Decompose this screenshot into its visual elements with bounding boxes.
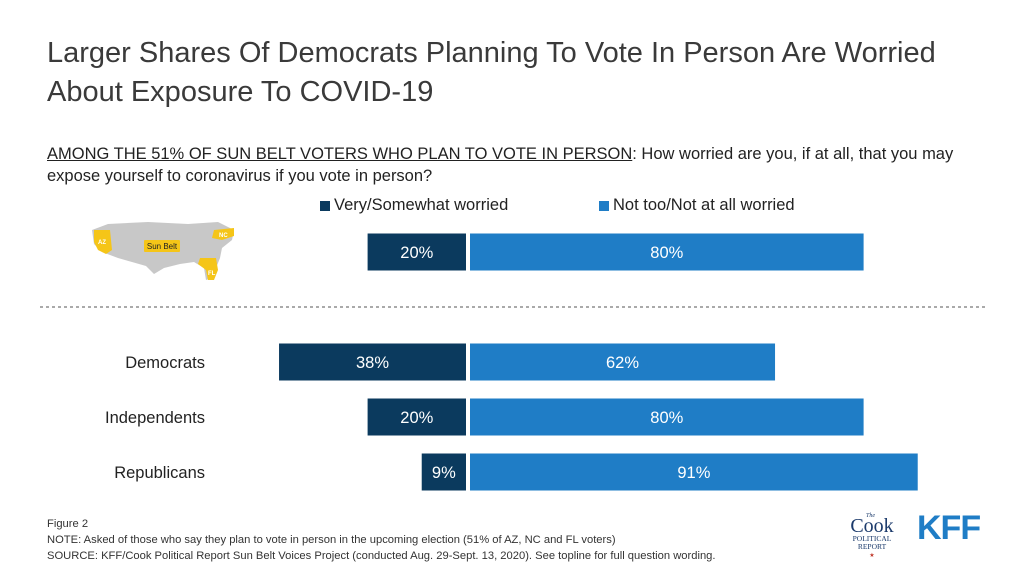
data-label-worried-2: 38% — [356, 354, 389, 372]
category-label-democrats: Democrats — [125, 354, 205, 372]
category-label-republicans: Republicans — [114, 464, 205, 482]
cook-logo-line1: POLITICAL — [853, 534, 892, 543]
chart-title: Larger Shares Of Democrats Planning To V… — [47, 37, 936, 108]
data-label-not-worried-1: 80% — [650, 244, 683, 262]
bar-worried-3 — [367, 398, 466, 436]
data-label-not-worried-4: 91% — [677, 464, 710, 482]
bar-not-worried-2 — [470, 343, 776, 381]
sun-belt-map: AZ NC FL Sun Belt — [92, 222, 234, 280]
data-label-worried-3: 20% — [400, 409, 433, 427]
map-label-box — [144, 240, 180, 252]
state-label-fl: FL — [208, 271, 216, 277]
category-label-independents: Independents — [105, 409, 205, 427]
kff-logo: KFF — [917, 509, 981, 547]
data-label-not-worried-2: 62% — [606, 354, 639, 372]
cook-logo-name: Cook — [850, 515, 893, 537]
legend-swatch-not-worried — [599, 200, 609, 211]
footer-source: SOURCE: KFF/Cook Political Report Sun Be… — [47, 550, 716, 562]
data-label-worried-4: 9% — [432, 464, 456, 482]
bar-not-worried-1 — [470, 233, 864, 271]
subtitle-lead: AMONG THE 51% OF SUN BELT VOTERS WHO PLA… — [47, 145, 633, 163]
state-fl — [198, 258, 218, 280]
legend-label-not-worried: Not too/Not at all worried — [613, 196, 795, 214]
legend-label-worried: Very/Somewhat worried — [334, 196, 509, 214]
bar-not-worried-4 — [470, 453, 918, 491]
chart-subtitle: AMONG THE 51% OF SUN BELT VOTERS WHO PLA… — [47, 143, 987, 187]
figure-number: Figure 2 — [47, 518, 89, 530]
cook-logo-line2: REPORT — [858, 542, 887, 551]
state-label-nc: NC — [219, 233, 228, 239]
footer-note: NOTE: Asked of those who say they plan t… — [47, 534, 616, 546]
data-label-worried-1: 20% — [400, 244, 433, 262]
legend-swatch-worried — [320, 200, 330, 211]
state-nc — [212, 228, 234, 240]
state-az — [94, 230, 112, 254]
bar-worried-4 — [421, 453, 466, 491]
bar-not-worried-3 — [470, 398, 864, 436]
cook-logo-the: The — [866, 513, 875, 519]
legend-item-worried: Very/Somewhat worried — [320, 196, 508, 215]
bar-worried-2 — [279, 343, 466, 381]
data-label-not-worried-3: 80% — [650, 409, 683, 427]
footer: Figure 2 NOTE: Asked of those who say th… — [47, 516, 867, 564]
subtitle-question: : How worried are you, if at all, that y… — [47, 145, 954, 185]
map-label: Sun Belt — [147, 242, 178, 251]
legend-item-not-worried: Not too/Not at all worried — [599, 196, 795, 215]
cook-political-report-logo: The Cook POLITICAL REPORT ★ — [850, 513, 893, 559]
cook-logo-star-icon: ★ — [869, 552, 874, 559]
bar-worried-1 — [367, 233, 466, 271]
chart-legend: Very/Somewhat worried Not too/Not at all… — [0, 196, 1024, 216]
state-label-az: AZ — [98, 240, 106, 246]
